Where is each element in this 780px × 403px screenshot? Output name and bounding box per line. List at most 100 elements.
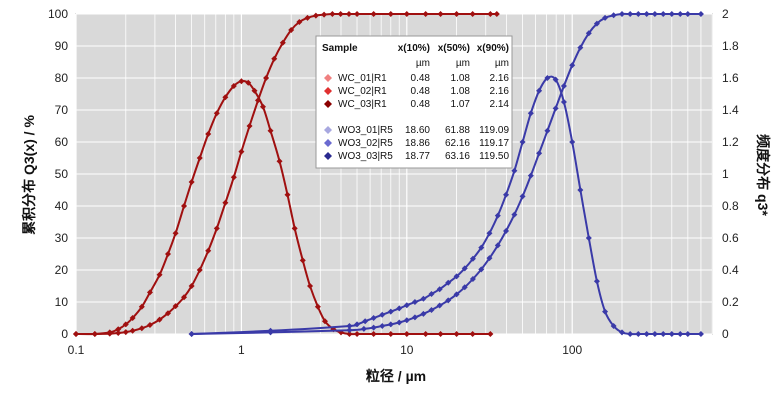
- wc-density-point: [91, 331, 98, 337]
- wc-cumulative-point: [188, 283, 195, 289]
- legend-sample-name: WC_02|R1: [338, 86, 387, 97]
- wc-density-point: [196, 155, 203, 161]
- wo3-density-point: [560, 99, 567, 105]
- legend-marker: [324, 87, 332, 95]
- wo3-cumulative-point: [428, 307, 435, 313]
- y-right-tick-label: 0.6: [722, 231, 739, 245]
- wc-cumulative-point: [138, 325, 145, 332]
- wo3-density-point: [610, 323, 617, 329]
- wo3-density-point: [403, 302, 410, 309]
- wo3-cumulative-point: [519, 193, 526, 200]
- legend-value: 1.08: [451, 86, 471, 97]
- y-right-tick-label: 1.2: [722, 135, 739, 149]
- legend-box: [315, 35, 513, 169]
- wc-density-point: [156, 271, 163, 278]
- wc-density-point: [314, 303, 321, 310]
- wc-density-point: [238, 78, 245, 85]
- wc-cumulative-point: [288, 27, 295, 33]
- wo3-cumulative-point: [577, 44, 584, 51]
- wc-cumulative-point: [345, 11, 352, 17]
- legend-marker: [324, 126, 332, 134]
- legend-value: 2.14: [490, 99, 510, 110]
- wc-cumulative-point: [422, 11, 429, 17]
- legend-marker: [324, 152, 332, 160]
- wo3-cumulative-point: [486, 255, 493, 262]
- wc-cumulative-point: [115, 330, 122, 337]
- wo3-density-point: [469, 255, 476, 262]
- wo3-cumulative-point: [436, 302, 443, 309]
- y-right-tick-label: 0.4: [722, 263, 739, 277]
- wo3-density-point: [396, 305, 403, 312]
- wc-cumulative-point: [156, 316, 163, 323]
- wc-density-point: [106, 329, 113, 336]
- wo3-density-point: [445, 279, 452, 286]
- wo3-cumulative-point: [461, 284, 468, 291]
- wc-density-point: [469, 331, 476, 337]
- wc-cumulative-point: [437, 11, 444, 17]
- y-right-tick-label: 0.8: [722, 199, 739, 213]
- wo3-density-point: [362, 318, 369, 325]
- wo3-cumulative-point: [602, 14, 609, 21]
- wc-cumulative-point: [312, 12, 319, 19]
- wo3-cumulative-point: [403, 317, 410, 324]
- legend-value: 2.16: [490, 73, 510, 84]
- legend-sample-name: WO3_01|R5: [338, 125, 393, 136]
- wo3-density-point: [684, 331, 691, 337]
- wo3-cumulative-point: [569, 62, 576, 69]
- wc-density-point: [188, 179, 195, 185]
- wo3-density-point: [486, 230, 493, 237]
- y-right-tick-label: 0: [722, 327, 729, 341]
- y-left-tick-label: 90: [55, 39, 69, 53]
- legend-marker: [324, 74, 332, 82]
- wo3-cumulative-point: [379, 323, 386, 329]
- wo3-density-point: [478, 244, 485, 251]
- legend-value: 119.09: [479, 125, 509, 136]
- series-layer: [73, 11, 704, 337]
- y-right-tick-label: 0.2: [722, 295, 739, 309]
- wc-cumulative-point: [122, 329, 129, 336]
- legend-unit: µm: [495, 58, 509, 69]
- wc-density-point: [172, 230, 179, 237]
- wc-cumulative-point: [246, 123, 253, 129]
- wc-density-point: [299, 257, 306, 264]
- wc-cumulative-point: [205, 247, 212, 254]
- legend-marker: [324, 139, 332, 147]
- wo3-cumulative-point: [560, 83, 567, 89]
- wo3-density-point: [677, 331, 684, 337]
- wc-density-point: [205, 131, 212, 137]
- wc-cumulative-point: [296, 19, 303, 25]
- wc-cumulative-point: [196, 267, 203, 273]
- legend-header: Sample: [322, 43, 358, 54]
- wo3-density-point: [544, 75, 551, 81]
- y-right-tick-label: 1.6: [722, 71, 739, 85]
- wc-cumulative-point: [279, 39, 286, 46]
- wo3-density-point: [519, 139, 526, 145]
- legend-value: 18.60: [405, 125, 430, 136]
- wo3-cumulative-point: [478, 266, 485, 273]
- wc-cumulative-point: [238, 148, 245, 155]
- wo3-density-point: [411, 299, 418, 305]
- wo3-cumulative-point: [585, 30, 592, 37]
- legend-value: 18.86: [405, 138, 430, 149]
- wc-density-point: [213, 110, 220, 117]
- legend-value: 0.48: [411, 86, 431, 97]
- legend-value: 0.48: [411, 73, 431, 84]
- wc-density-point: [354, 331, 361, 337]
- wc-density-point: [291, 225, 298, 232]
- wo3-cumulative-point: [494, 242, 501, 249]
- wc-density-point: [222, 94, 229, 101]
- wc-cumulative-point: [354, 11, 361, 17]
- wo3-cumulative-point: [619, 11, 626, 17]
- wo3-cumulative-point: [627, 11, 634, 17]
- axes: 0.1 1 10 100 0 10 20 30 40 50 60 70 80 90 100 0 0.2 0.4 0.…: [48, 7, 739, 357]
- wo3-cumulative-point: [387, 321, 394, 328]
- y-left-tick-label: 40: [55, 199, 69, 213]
- wc-cumulative-point: [271, 55, 278, 62]
- wo3-cumulative-point: [668, 11, 675, 17]
- wo3-density-point: [461, 265, 468, 272]
- wc-density-point: [122, 321, 129, 328]
- legend-value: 2.16: [490, 86, 510, 97]
- legend-sample-name: WC_01|R1: [338, 73, 387, 84]
- wc-density-point: [230, 83, 237, 89]
- wo3-density-point: [354, 321, 361, 328]
